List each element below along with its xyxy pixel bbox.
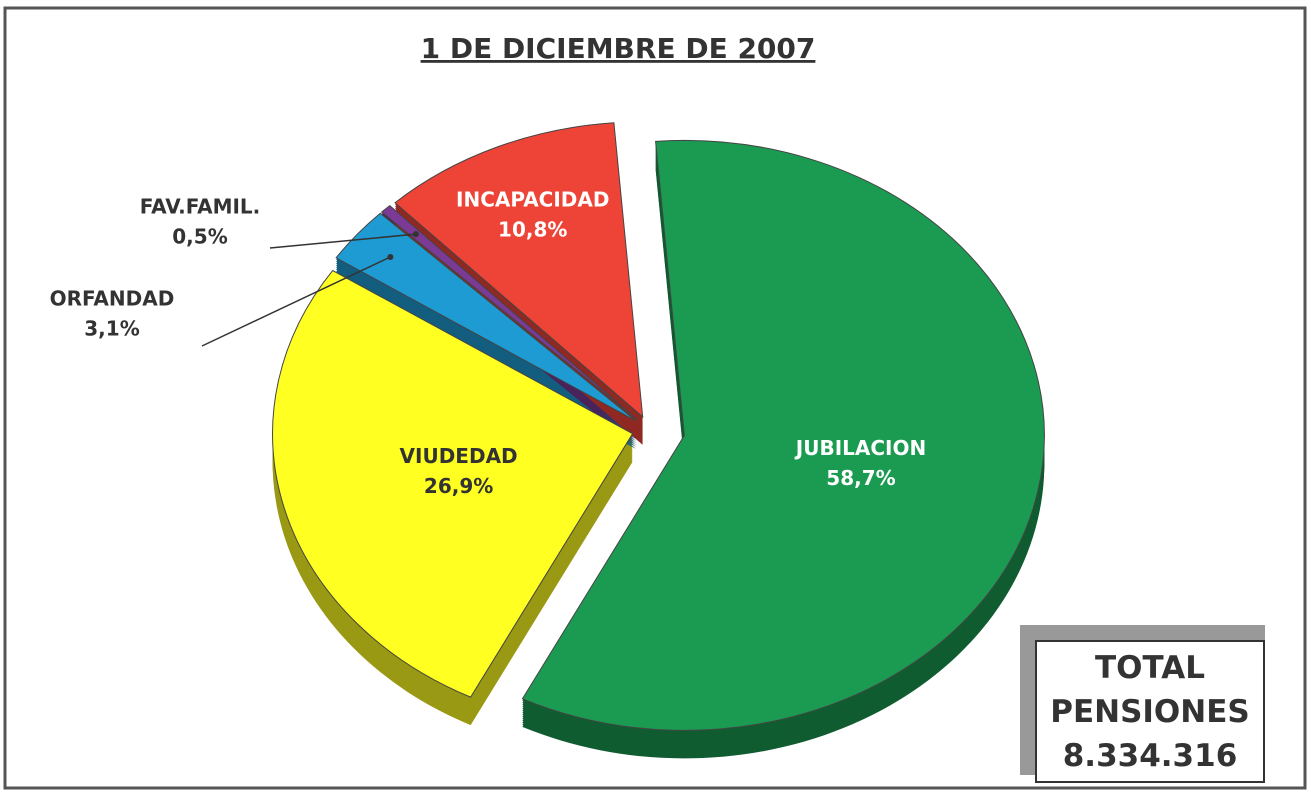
slice (394, 122, 644, 419)
leader-line (201, 256, 391, 347)
slice-value: 10,8% (498, 217, 567, 241)
slice (380, 204, 638, 421)
leader-dot (412, 231, 419, 238)
slice-value: 0,5% (172, 225, 227, 249)
total-box: TOTAL PENSIONES 8.334.316 (1035, 640, 1265, 783)
leader-dot (387, 253, 394, 260)
slice-label: INCAPACIDAD (456, 187, 609, 211)
chart-title: 1 DE DICIEMBRE DE 2007 (421, 32, 816, 65)
slice-value: 26,9% (424, 474, 493, 498)
slice-label: JUBILACION (794, 436, 926, 460)
frame (3, 6, 1307, 790)
slice (272, 269, 634, 698)
slice-label: FAV.FAMIL. (140, 195, 261, 219)
slice-value: 3,1% (84, 317, 139, 341)
total-label: TOTAL PENSIONES (1050, 649, 1250, 730)
slice-label: VIUDEDAD (400, 444, 518, 468)
slice-value: 58,7% (826, 466, 895, 490)
leader-line (269, 233, 416, 249)
slice-label: ORFANDAD (50, 287, 175, 311)
slice (521, 139, 1045, 731)
total-value: 8.334.316 (1062, 737, 1238, 774)
slice (335, 212, 637, 422)
